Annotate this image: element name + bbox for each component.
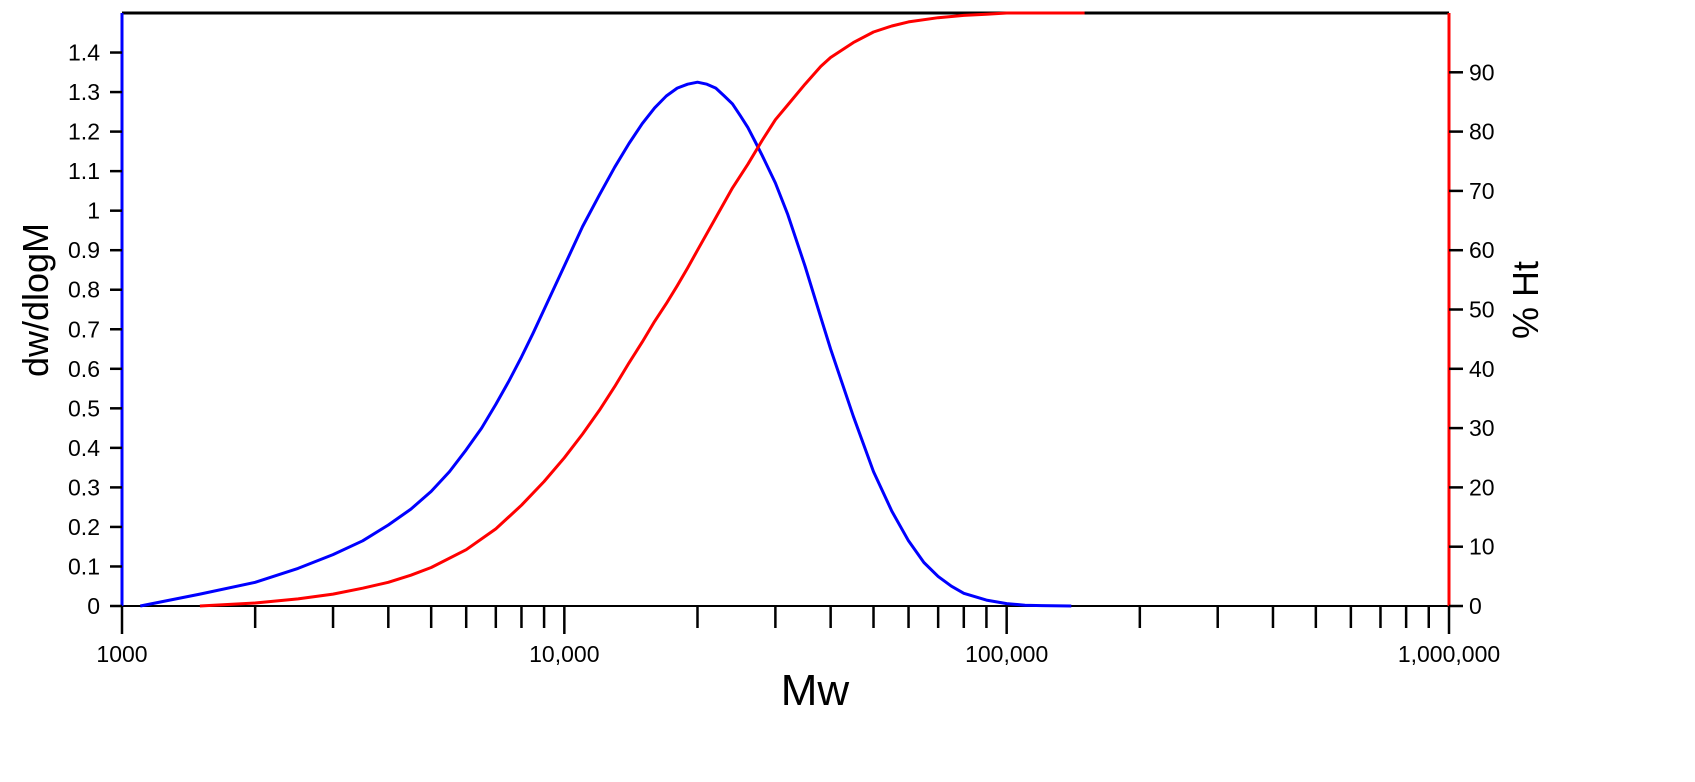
y-right-tick-label: 50: [1469, 297, 1495, 323]
y-left-tick-label: 0.9: [68, 237, 100, 263]
y-right-axis-title: % Ht: [1505, 261, 1546, 339]
y-left-axis-title: dw/dlogM: [15, 223, 56, 377]
y-left-tick-label: 0.4: [68, 435, 100, 461]
x-tick-label: 1,000,000: [1398, 641, 1500, 667]
y-left-tick-label: 0.2: [68, 514, 100, 540]
y-right-tick-label: 10: [1469, 534, 1495, 560]
series-line-percent-ht: [199, 11, 1085, 608]
y-left-tick-label: 1.2: [68, 119, 100, 145]
x-tick-label: 10,000: [529, 641, 599, 667]
series-line-dw-dlogm: [140, 80, 1072, 608]
x-tick-label: 1000: [96, 641, 147, 667]
y-right-tick-label: 0: [1469, 593, 1482, 619]
y-left-tick-label: 1: [87, 198, 100, 224]
y-right-tick-label: 30: [1469, 415, 1495, 441]
y-left-tick-label: 0.3: [68, 474, 100, 500]
y-left-tick-label: 0.5: [68, 395, 100, 421]
y-right-tick-label: 70: [1469, 178, 1495, 204]
x-axis-title: Mw: [781, 666, 850, 715]
y-right-tick-label: 60: [1469, 237, 1495, 263]
y-left-tick-label: 1.4: [68, 40, 100, 66]
y-left-tick-label: 1.3: [68, 79, 100, 105]
y-left-tick-label: 1.1: [68, 158, 100, 184]
y-left-tick-label: 0: [87, 593, 100, 619]
y-left-tick-label: 0.7: [68, 316, 100, 342]
y-right-tick-label: 20: [1469, 474, 1495, 500]
y-left-tick-label: 0.6: [68, 356, 100, 382]
x-tick-label: 100,000: [965, 641, 1048, 667]
y-right-tick-label: 80: [1469, 119, 1495, 145]
y-left-tick-label: 0.1: [68, 553, 100, 579]
y-right-tick-label: 90: [1469, 59, 1495, 85]
y-left-tick-label: 0.8: [68, 277, 100, 303]
y-right-tick-label: 40: [1469, 356, 1495, 382]
